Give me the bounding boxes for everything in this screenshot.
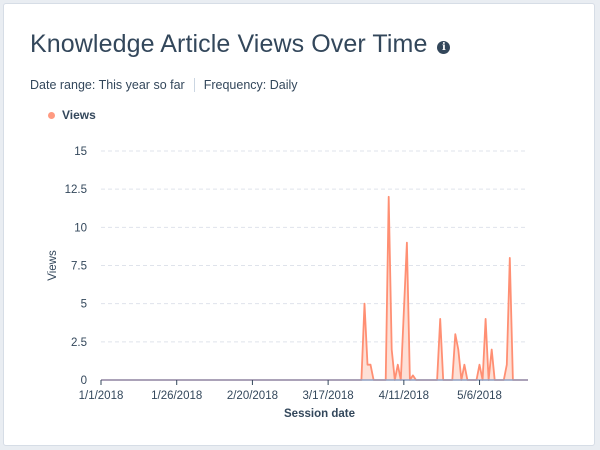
meta-divider	[193, 78, 195, 92]
series-layer	[101, 195, 528, 381]
x-axis-title: Session date	[284, 408, 355, 420]
x-tick-label: 4/11/2018	[379, 390, 429, 402]
chart-card: Knowledge Article Views Over Time i Date…	[3, 3, 595, 446]
series-line-views	[101, 195, 528, 381]
title-row: Knowledge Article Views Over Time i	[30, 30, 451, 59]
y-tick-label: 0	[81, 375, 87, 387]
grid-layer	[101, 150, 528, 343]
x-tick-label: 3/17/2018	[303, 390, 354, 402]
frequency-label[interactable]: Frequency: Daily	[203, 78, 298, 92]
y-tick-label: 15	[74, 146, 87, 158]
y-tick-label: 2.5	[71, 337, 87, 349]
chart-title: Knowledge Article Views Over Time	[30, 30, 428, 58]
series-area-views	[101, 196, 528, 380]
y-tick-label: 12.5	[65, 184, 87, 196]
x-tick-label: 1/26/2018	[151, 390, 202, 402]
chart-plot: 0 2.5 5 7.5 10 12.5 15 1/1/2018 1/26/2018 2/20/20…	[47, 146, 528, 420]
x-tick-label: 5/6/2018	[457, 390, 502, 402]
y-tick-label: 5	[81, 299, 87, 311]
chart-legend[interactable]: Views	[48, 108, 96, 122]
legend-swatch	[48, 111, 55, 119]
date-range-label[interactable]: Date range: This year so far	[30, 78, 185, 92]
x-tick-label: 1/1/2018	[79, 390, 124, 402]
filter-summary: Date range: This year so far Frequency: …	[30, 78, 298, 92]
y-axis-title: Views	[47, 250, 59, 281]
legend-label: Views	[62, 108, 96, 122]
y-tick-label: 7.5	[71, 261, 87, 273]
y-tick-label: 10	[74, 222, 87, 234]
info-icon[interactable]: i	[437, 41, 451, 54]
axis-layer: 0 2.5 5 7.5 10 12.5 15 1/1/2018 1/26/2018 2/20/20…	[47, 146, 528, 420]
x-tick-label: 2/20/2018	[227, 390, 278, 402]
